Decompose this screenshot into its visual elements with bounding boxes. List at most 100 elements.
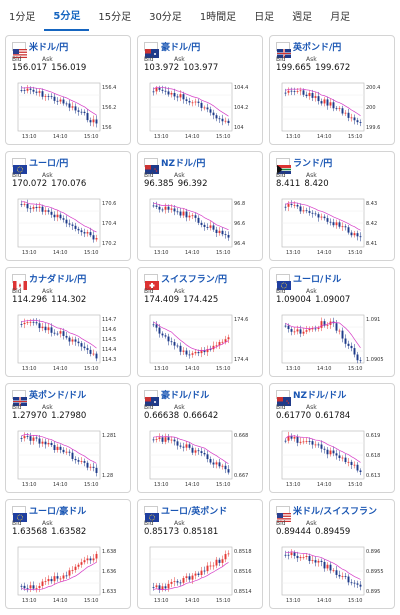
candle-body (59, 578, 62, 580)
y-tick-label: 114.4 (102, 347, 116, 353)
ask-label: Ask (42, 520, 53, 527)
pair-name[interactable]: NZドル/ドル (293, 391, 347, 401)
candle-body (332, 570, 335, 572)
currency-card[interactable]: 米ドル/円 Bid Ask 156.017 156.019 156.4 156.2 156 13… (5, 35, 131, 145)
candle-body (89, 558, 92, 561)
candlestick-chart[interactable]: 170.6 170.4 170.2 13:10 14:10 15:10 (10, 195, 126, 259)
candlestick-chart[interactable]: 114.7 114.6 114.5 114.4 114.3 13:10 14:10 15:10 (10, 311, 126, 375)
candle-body (221, 559, 224, 563)
candle-body (302, 556, 305, 558)
moving-average-line (153, 435, 229, 465)
pair-name[interactable]: 豪ドル/円 (161, 43, 201, 53)
candlestick-chart[interactable]: 0.619 0.618 0.613 13:10 14:10 15:10 (274, 427, 390, 491)
y-tick-label: 0.618 (366, 453, 380, 459)
pair-name[interactable]: 米ドル/スイスフラン (293, 507, 378, 517)
ask-label: Ask (42, 172, 53, 179)
tab-timeframe[interactable]: 1分足 (9, 12, 36, 23)
tab-timeframe[interactable]: 1時間足 (199, 12, 237, 23)
card-header: カナダドル/円 (12, 272, 87, 290)
candlestick-chart[interactable]: 96.8 96.6 96.4 13:10 14:10 15:10 (142, 195, 258, 259)
currency-card[interactable]: 英ポンド/ドル Bid Ask 1.27970 1.27980 1.281 1.28 13:1… (5, 383, 131, 493)
bid-ask-values: 0.85173 0.85181 (144, 527, 222, 537)
bid-ask-labels: Bid Ask (276, 288, 336, 295)
candle-body (77, 228, 80, 231)
tab-timeframe[interactable]: 週足 (292, 12, 313, 23)
candle-body (308, 555, 311, 562)
bid-value: 1.09004 (276, 295, 312, 305)
currency-card[interactable]: ユーロ/ドル Bid Ask 1.09004 1.09007 1.091 1.0905 13:… (269, 267, 395, 377)
bid-label: Bid (12, 288, 22, 295)
candle-body (299, 441, 302, 443)
tab-timeframe[interactable]: 月足 (330, 12, 351, 23)
x-tick-label: 14:10 (185, 598, 199, 604)
candle-body (164, 437, 167, 442)
candle-body (353, 233, 356, 236)
candle-body (314, 328, 317, 330)
currency-card[interactable]: ユーロ/英ポンド Bid Ask 0.85173 0.85181 0.8518 0.8516… (137, 499, 263, 609)
candlestick-chart[interactable]: 200.4 200 199.6 13:10 14:10 15:10 (274, 79, 390, 143)
currency-card[interactable]: ランド/円 Bid Ask 8.411 8.420 8.43 8.42 8.41 13:10 14… (269, 151, 395, 261)
currency-card[interactable]: スイスフラン/円 Bid Ask 174.409 174.425 174.6 174.4 13… (137, 267, 263, 377)
pair-name[interactable]: NZドル/円 (161, 159, 206, 169)
candle-body (29, 585, 32, 589)
moving-average-line (285, 88, 361, 116)
candle-body (47, 579, 50, 582)
x-tick-label: 15:10 (216, 134, 230, 140)
currency-card[interactable]: NZドル/円 Bid Ask 96.385 96.392 96.8 96.6 96.4 13:1… (137, 151, 263, 261)
candlestick-chart[interactable]: 8.43 8.42 8.41 13:10 14:10 15:10 (274, 195, 390, 259)
currency-card[interactable]: NZドル/ドル Bid Ask 0.61770 0.61784 0.619 0.618 0.6… (269, 383, 395, 493)
pair-name[interactable]: カナダドル/円 (29, 275, 87, 285)
candlestick-chart[interactable]: 0.896 0.8955 0.895 13:10 14:10 15:10 (274, 543, 390, 607)
currency-card[interactable]: 英ポンド/円 Bid Ask 199.665 199.672 200.4 200 199.6 1… (269, 35, 395, 145)
pair-name[interactable]: ユーロ/英ポンド (161, 507, 228, 517)
pair-name[interactable]: ユーロ/円 (29, 159, 69, 169)
candlestick-chart[interactable]: 1.281 1.28 13:10 14:10 15:10 (10, 427, 126, 491)
candle-body (62, 331, 65, 336)
candle-body (29, 208, 32, 210)
pair-name[interactable]: 英ポンド/円 (293, 43, 342, 53)
candle-body (293, 436, 296, 439)
candlestick-chart[interactable]: 0.668 0.667 13:10 14:10 15:10 (142, 427, 258, 491)
candle-body (89, 349, 92, 354)
tab-timeframe[interactable]: 15分足 (98, 12, 132, 23)
x-tick-label: 13:10 (22, 482, 36, 488)
pair-name[interactable]: ランド/円 (293, 159, 333, 169)
currency-card[interactable]: 豪ドル/円 Bid Ask 103.972 103.977 104.4 104.2 104 13… (137, 35, 263, 145)
candlestick-chart[interactable]: 1.091 1.0905 13:10 14:10 15:10 (274, 311, 390, 375)
candle-body (314, 213, 317, 215)
candle-body (71, 106, 74, 108)
candle-body (179, 94, 182, 98)
tab-timeframe[interactable]: 5分足 (44, 5, 90, 31)
candle-body (173, 342, 176, 346)
currency-card[interactable]: カナダドル/円 Bid Ask 114.296 114.302 114.7 114.6 114… (5, 267, 131, 377)
pair-name[interactable]: ユーロ/ドル (293, 275, 342, 285)
bid-ask-values: 156.017 156.019 (12, 63, 90, 73)
candlestick-chart[interactable]: 156.4 156.2 156 13:10 14:10 15:10 (10, 79, 126, 143)
currency-card[interactable]: ユーロ/円 Bid Ask 170.072 170.076 170.6 170.4 170.2… (5, 151, 131, 261)
candlestick-chart[interactable]: 0.8518 0.8516 0.8514 13:10 14:10 15:10 (142, 543, 258, 607)
candlestick-chart[interactable]: 1.638 1.636 1.633 13:10 14:10 15:10 (10, 543, 126, 607)
y-tick-label: 174.4 (234, 357, 248, 363)
candle-body (176, 96, 179, 98)
candle-body (209, 349, 212, 350)
candlestick-chart[interactable]: 104.4 104.2 104 13:10 14:10 15:10 (142, 79, 258, 143)
currency-card[interactable]: 豪ドル/ドル Bid Ask 0.66638 0.66642 0.668 0.667 13:1… (137, 383, 263, 493)
candle-body (41, 91, 44, 97)
candle-body (284, 206, 287, 208)
pair-name[interactable]: スイスフラン/円 (161, 275, 228, 285)
candle-body (44, 441, 47, 445)
pair-name[interactable]: ユーロ/豪ドル (29, 507, 87, 517)
bid-ask-values: 103.972 103.977 (144, 63, 222, 73)
candle-body (182, 211, 185, 216)
tab-timeframe[interactable]: 日足 (254, 12, 275, 23)
pair-name[interactable]: 米ドル/円 (29, 43, 69, 53)
candle-body (86, 462, 89, 468)
candlestick-chart[interactable]: 174.6 174.4 13:10 14:10 15:10 (142, 311, 258, 375)
currency-card[interactable]: 米ドル/スイスフラン Bid Ask 0.89444 0.89459 0.896 0.895… (269, 499, 395, 609)
y-tick-label: 199.6 (366, 125, 380, 131)
pair-name[interactable]: 英ポンド/ドル (29, 391, 87, 401)
bid-ask-values: 1.27970 1.27980 (12, 411, 90, 421)
pair-name[interactable]: 豪ドル/ドル (161, 391, 210, 401)
tab-timeframe[interactable]: 30分足 (149, 12, 182, 23)
currency-card[interactable]: ユーロ/豪ドル Bid Ask 1.63568 1.63582 1.638 1.636 1.6… (5, 499, 131, 609)
